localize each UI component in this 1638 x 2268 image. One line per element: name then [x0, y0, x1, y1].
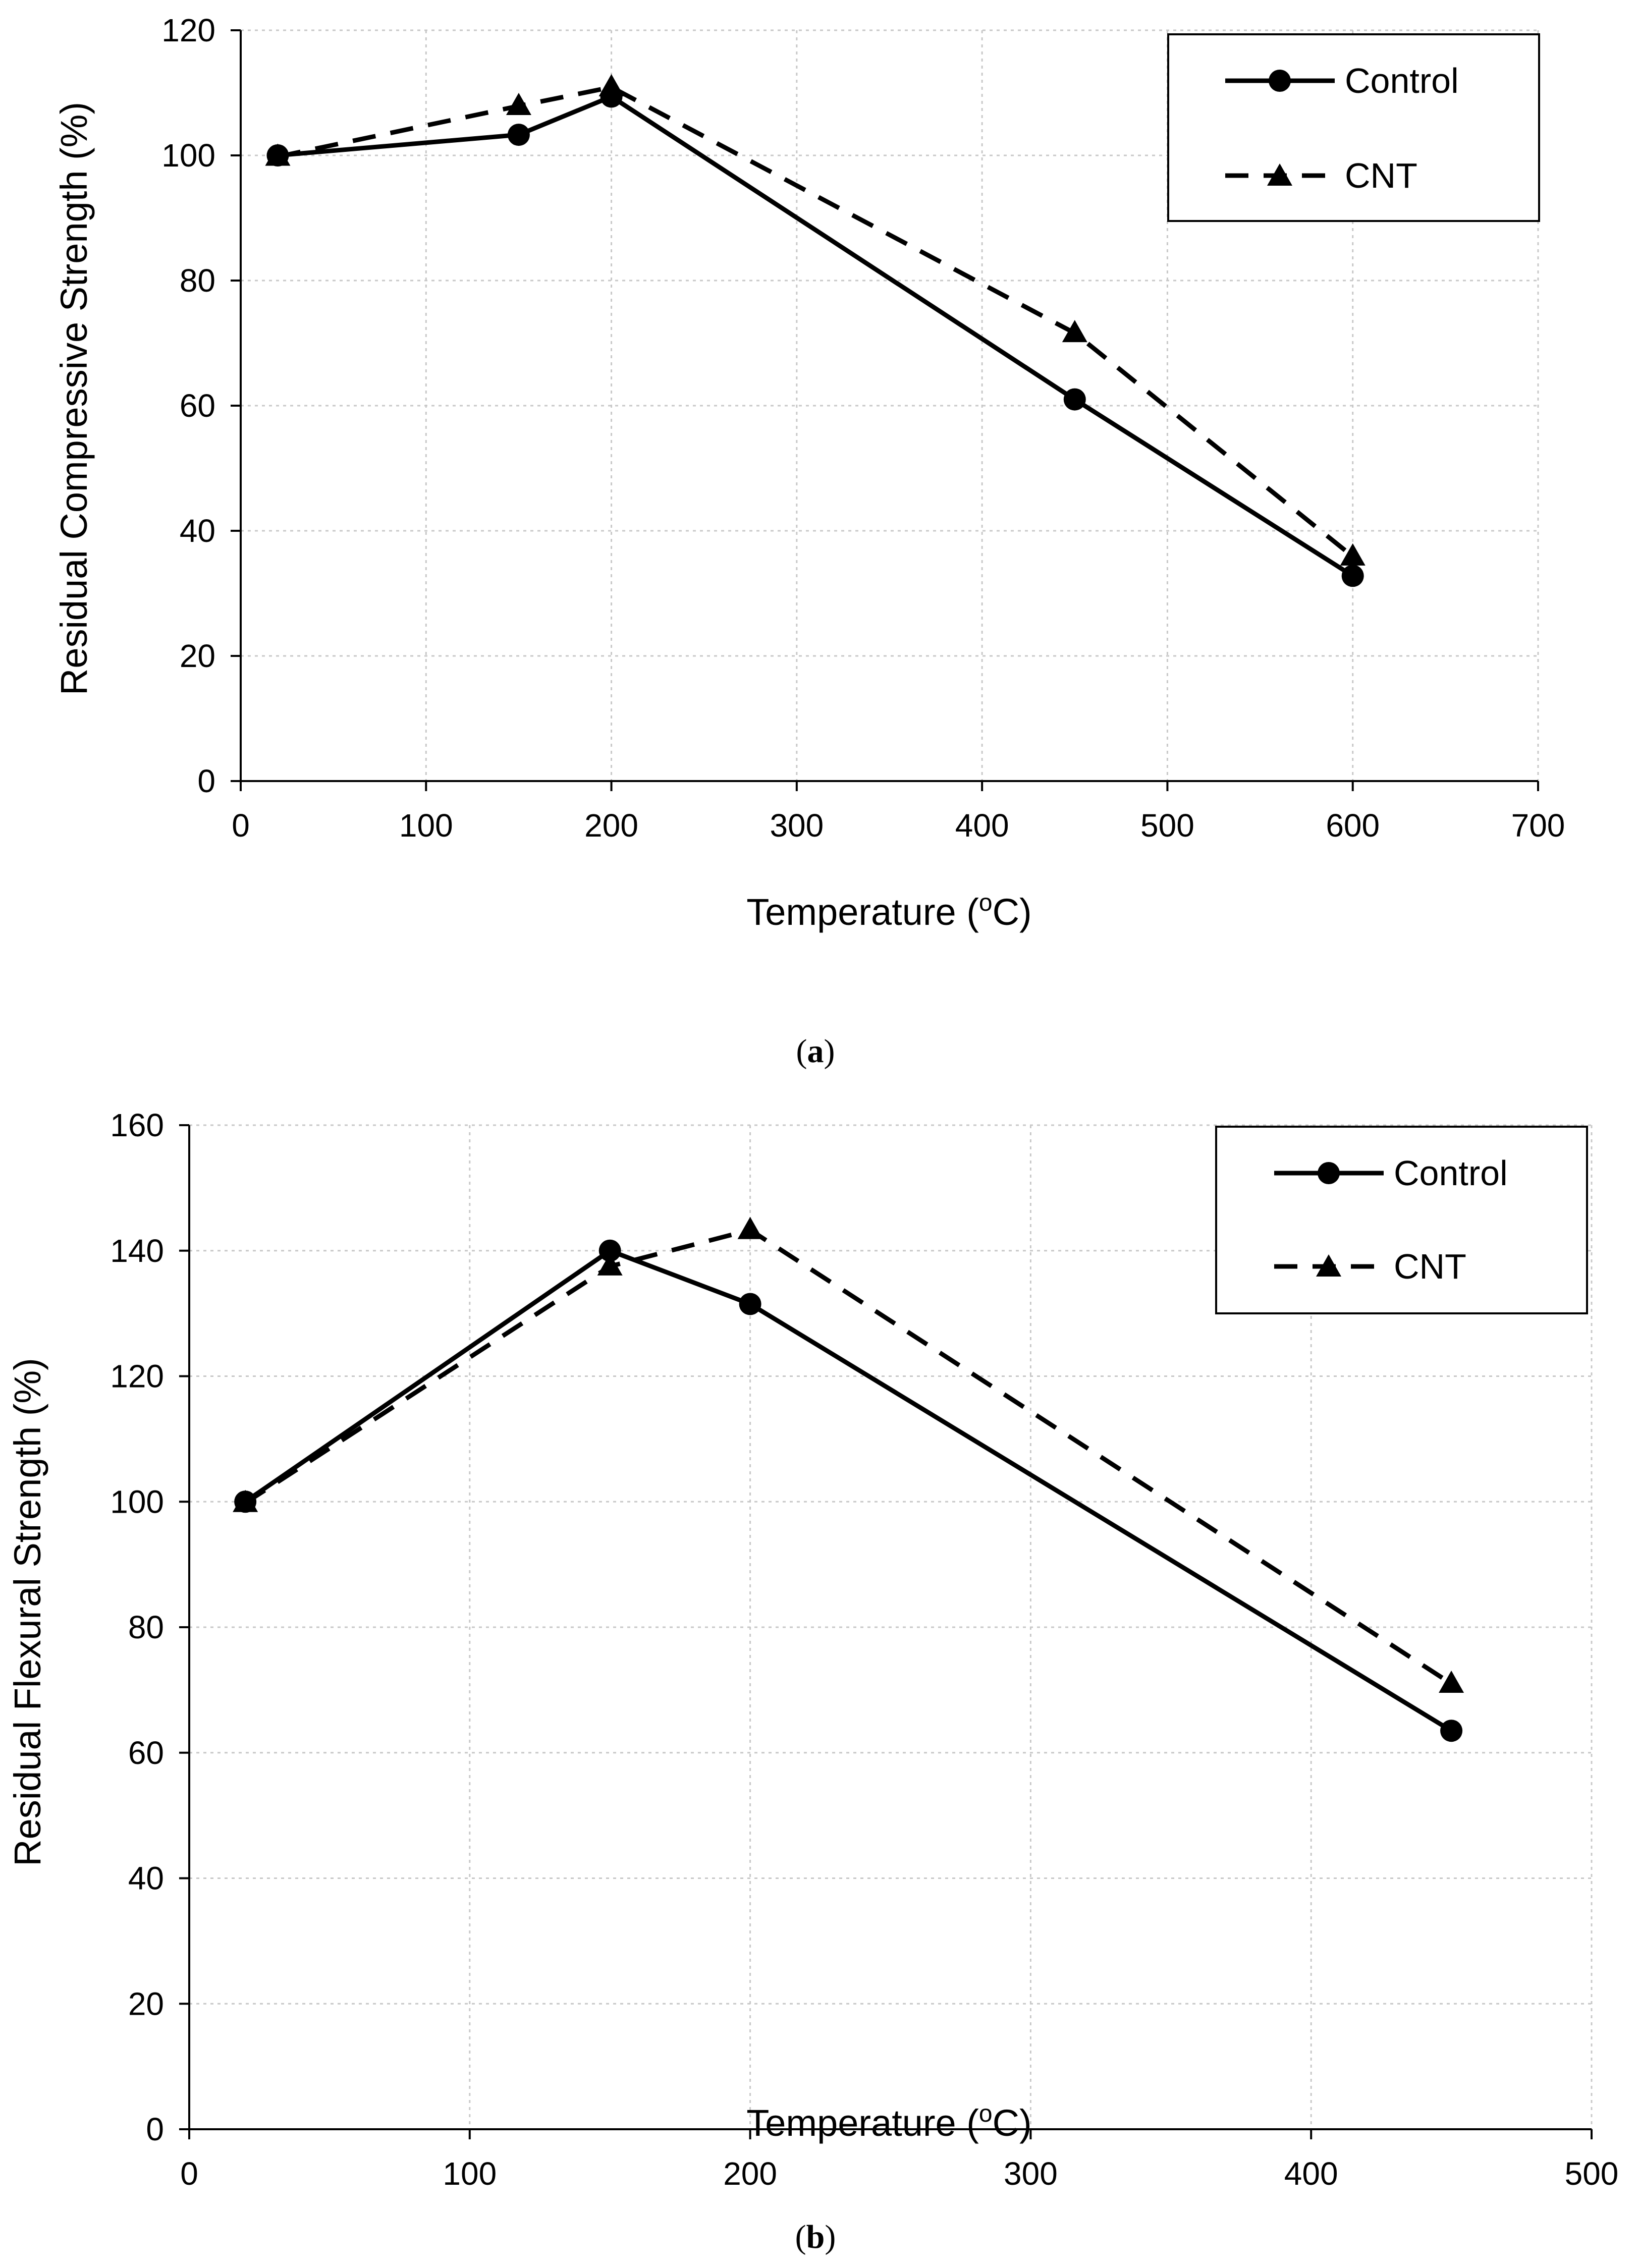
chart-b-x-tick-200: 200 [723, 2155, 777, 2192]
chart-a-cnt-point-150 [506, 93, 531, 116]
chart-a-x-axis-title-suffix: C) [993, 891, 1032, 933]
chart-b-x-tick-400: 400 [1284, 2155, 1338, 2192]
chart-b-axes [179, 1124, 1593, 2139]
chart-a-y-tick-40: 40 [180, 513, 215, 549]
chart-a-control-point-600 [1341, 565, 1364, 587]
chart-b-y-tick-100: 100 [110, 1483, 164, 1520]
chart-a-caption-letter: a [807, 1033, 824, 1070]
chart-b-control-point-150 [598, 1239, 621, 1262]
chart-b-y-tick-140: 140 [110, 1233, 164, 1269]
chart-b-cnt-point-450 [1439, 1670, 1464, 1693]
chart-a-x-tick-300: 300 [770, 807, 824, 844]
chart-a-x-tick-0: 0 [232, 807, 250, 844]
chart-a-x-tick-100: 100 [399, 807, 453, 844]
chart-a-x-tick-700: 700 [1511, 807, 1565, 844]
chart-a-legend-box [1167, 33, 1540, 222]
chart-b-y-tick-120: 120 [110, 1358, 164, 1395]
chart-a-y-tick-120: 120 [161, 12, 215, 48]
chart-a-y-tick-20: 20 [180, 638, 215, 674]
chart-a-cnt-point-450 [1062, 320, 1087, 343]
chart-a-y-tick-0: 0 [197, 763, 215, 799]
chart-b-cnt-point-150 [597, 1253, 623, 1276]
chart-a-y-axis-title: Residual Compressive Strength (%) [53, 102, 95, 695]
chart-b-legend-control-label: Control [1394, 1153, 1508, 1193]
chart-b-caption-letter: b [806, 2219, 825, 2255]
chart-b-x-tick-labels: 0 100 200 300 400 500 [180, 2155, 1618, 2192]
chart-a-legend-cnt-label: CNT [1345, 156, 1417, 195]
chart-b-y-tick-80: 80 [128, 1609, 164, 1645]
chart-b-legend-control-marker [1318, 1162, 1340, 1184]
chart-b-x-axis-title-suffix: C) [993, 2102, 1032, 2144]
chart-b-x-tick-500: 500 [1565, 2155, 1619, 2192]
chart-b-control-point-200 [739, 1293, 761, 1315]
chart-b-gridlines [189, 1124, 1593, 2129]
chart-b-control-point-450 [1440, 1720, 1463, 1742]
chart-b-y-tick-20: 20 [128, 1985, 164, 2022]
chart-b-y-tick-labels: 0 20 40 60 80 100 120 140 160 [110, 1107, 164, 2147]
chart-b-cnt-line [244, 1228, 1453, 1686]
chart-b: 0 20 40 60 80 100 120 140 160 0 100 200 300 400 500 C… [7, 1107, 1618, 2255]
chart-b-y-axis-title: Residual Flexural Strength (%) [7, 1358, 48, 1866]
chart-a-x-tick-labels: 0 100 200 300 400 500 600 700 [232, 807, 1565, 844]
chart-b-legend-cnt-label: CNT [1394, 1247, 1466, 1286]
chart-a-y-tick-labels: 0 20 40 60 80 100 120 [161, 12, 215, 799]
chart-a-y-tick-100: 100 [161, 137, 215, 174]
chart-b-legend: Control CNT [1215, 1126, 1588, 1314]
chart-a-x-axis-title-main: Temperature ( [746, 891, 979, 933]
chart-b-x-tick-0: 0 [180, 2155, 198, 2192]
chart-a-x-tick-400: 400 [955, 807, 1009, 844]
chart-a: 0 20 40 60 80 100 120 0 100 200 300 400 500 600 700 C… [53, 12, 1565, 1070]
chart-b-y-tick-160: 160 [110, 1107, 164, 1143]
chart-a-cnt-point-20 [265, 143, 291, 166]
chart-b-y-tick-60: 60 [128, 1735, 164, 1771]
chart-b-y-tick-40: 40 [128, 1860, 164, 1897]
chart-a-axes [231, 29, 1539, 791]
chart-a-x-tick-500: 500 [1140, 807, 1194, 844]
chart-b-x-tick-300: 300 [1004, 2155, 1058, 2192]
chart-b-x-axis-title-superscript: o [979, 2100, 993, 2127]
chart-b-x-axis-title: Temperature (oC) [746, 2100, 1031, 2144]
chart-a-control-point-150 [507, 124, 530, 146]
chart-a-cnt-point-200 [598, 74, 624, 96]
chart-a-legend-control-label: Control [1345, 61, 1459, 100]
chart-b-cnt-point-20 [233, 1489, 258, 1512]
chart-a-series [265, 74, 1366, 587]
chart-a-legend-control-marker [1269, 70, 1291, 92]
chart-a-x-axis-title: Temperature (oC) [746, 890, 1031, 933]
chart-b-caption: (b) [795, 2219, 836, 2255]
chart-a-x-tick-200: 200 [584, 807, 638, 844]
chart-b-cnt-point-200 [737, 1216, 763, 1239]
chart-a-cnt-point-600 [1340, 543, 1366, 566]
chart-b-x-tick-100: 100 [443, 2155, 497, 2192]
chart-a-legend: Control CNT [1167, 33, 1540, 222]
chart-a-caption: (a) [796, 1033, 835, 1070]
chart-a-gridlines [241, 29, 1539, 781]
chart-b-legend-cnt-marker [1316, 1254, 1341, 1277]
chart-a-y-tick-80: 80 [180, 262, 215, 299]
chart-b-control-line [244, 1248, 1453, 1733]
chart-a-y-tick-60: 60 [180, 388, 215, 424]
chart-b-y-tick-0: 0 [146, 2111, 164, 2147]
chart-b-series [233, 1216, 1464, 1742]
chart-a-cnt-line [277, 85, 1354, 559]
chart-b-x-axis-title-main: Temperature ( [746, 2102, 979, 2144]
chart-a-control-point-450 [1063, 388, 1086, 411]
chart-a-x-tick-600: 600 [1326, 807, 1380, 844]
chart-b-legend-box [1215, 1126, 1588, 1314]
chart-a-x-axis-title-superscript: o [979, 890, 993, 916]
chart-a-legend-cnt-marker [1267, 163, 1292, 186]
